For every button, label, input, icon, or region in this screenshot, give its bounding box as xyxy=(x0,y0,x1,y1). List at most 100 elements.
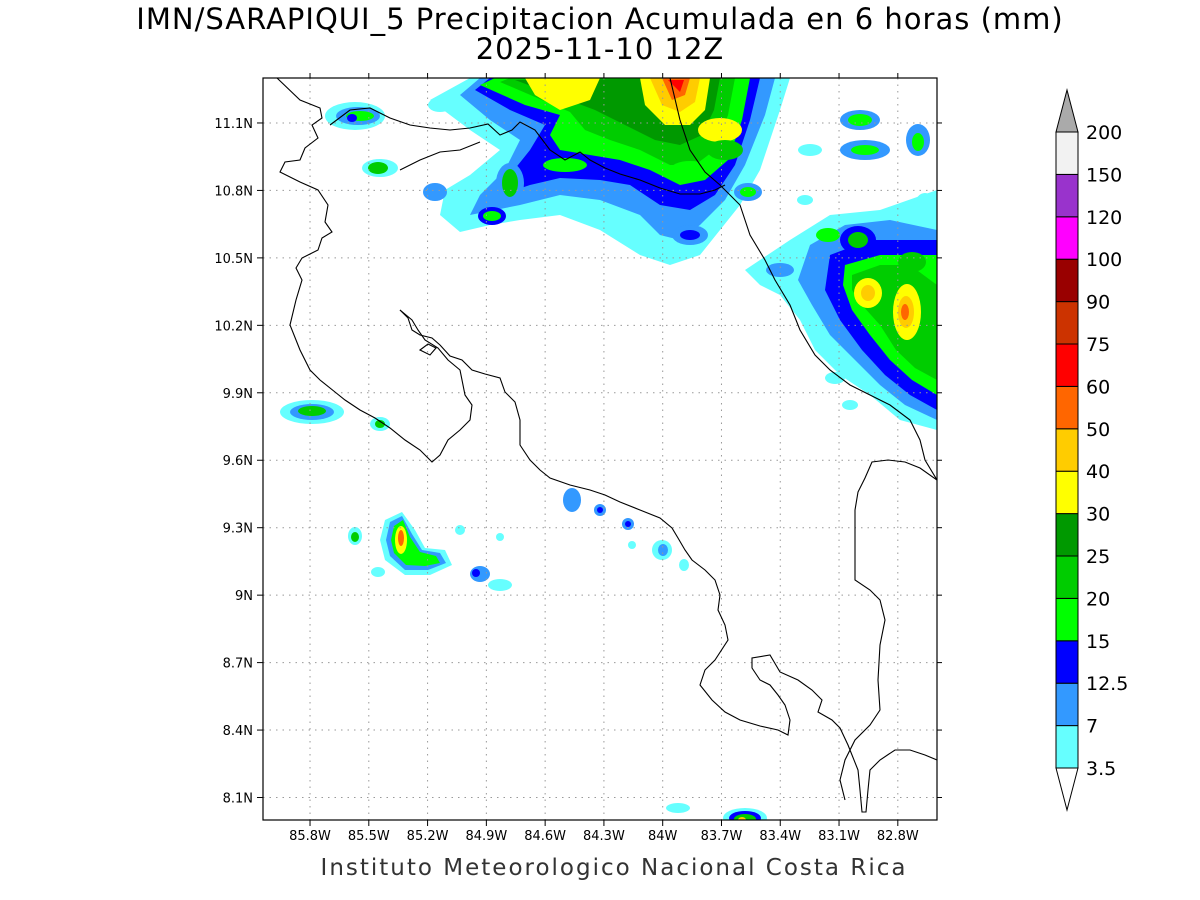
lat-tick-label: 8.4N xyxy=(223,724,253,739)
precip-cell xyxy=(628,541,636,549)
lat-lon-grid xyxy=(263,78,937,820)
precip-cell xyxy=(488,579,512,591)
colorbar-bin xyxy=(1055,385,1079,430)
precip-cell xyxy=(901,304,909,320)
precip-cell xyxy=(898,252,926,272)
precip-cell xyxy=(428,98,452,112)
colorbar-level-label: 25 xyxy=(1086,546,1110,568)
colorbar-level-label: 30 xyxy=(1086,504,1110,526)
lat-tick-label: 9N xyxy=(235,589,253,604)
colorbar-bin xyxy=(1055,216,1079,260)
precip-band-north xyxy=(525,78,600,110)
colorbar-level-label: 60 xyxy=(1086,376,1110,398)
precip-cell xyxy=(797,195,813,205)
precip-cell xyxy=(368,162,388,174)
colorbar-level-label: 12.5 xyxy=(1086,673,1128,695)
colorbar-over-triangle xyxy=(1055,88,1079,133)
lon-tick-label: 84.3W xyxy=(583,829,625,844)
precip-cell xyxy=(666,803,690,813)
lat-tick-label: 9.3N xyxy=(223,522,253,537)
precip-cell xyxy=(915,193,935,217)
colorbar-level-label: 200 xyxy=(1086,122,1122,144)
colorbar-bin xyxy=(1055,173,1079,218)
precip-cell xyxy=(597,507,603,513)
coastlines xyxy=(276,78,937,813)
precip-cell xyxy=(825,372,845,384)
precip-cell xyxy=(766,263,794,277)
lat-tick-label: 9.9N xyxy=(223,387,253,402)
colorbar-bin xyxy=(1055,470,1079,515)
precip-cell xyxy=(371,567,385,577)
precip-cell xyxy=(698,118,742,142)
lon-tick-label: 85.5W xyxy=(348,829,390,844)
lon-tick-label: 84.6W xyxy=(524,829,566,844)
colorbar-level-label: 50 xyxy=(1086,419,1110,441)
map-frame xyxy=(262,77,938,821)
precip-cell xyxy=(625,521,631,527)
precip-band-north xyxy=(668,80,684,92)
precip-cell xyxy=(861,285,875,301)
precip-cell xyxy=(848,114,872,126)
colorbar-bin xyxy=(1055,555,1079,599)
precip-cell xyxy=(738,817,746,820)
colorbar-bin xyxy=(1055,597,1079,642)
precip-cell xyxy=(848,232,868,248)
precip-cell xyxy=(298,406,326,416)
colorbar-bin xyxy=(1055,513,1079,557)
lon-tick-label: 83.4W xyxy=(759,829,801,844)
precip-cell xyxy=(912,133,924,151)
credit-footer: Instituto Meteorologico Nacional Costa R… xyxy=(320,855,908,881)
precip-cell xyxy=(707,140,743,160)
precip-cell xyxy=(423,183,447,201)
colorbar-bin xyxy=(1055,301,1079,345)
lon-tick-label: 85.2W xyxy=(407,829,449,844)
coastline-caribbean xyxy=(669,78,937,481)
lat-tick-label: 8.7N xyxy=(223,657,253,672)
precip-cell xyxy=(563,488,581,512)
colorbar-level-label: 20 xyxy=(1086,588,1110,610)
colorbar-bin xyxy=(1055,343,1079,387)
colorbar-level-label: 40 xyxy=(1086,461,1110,483)
longitude-axis: 85.8W 85.5W 85.2W 84.9W 84.6W 84.3W 84W 83.7W 83… xyxy=(289,73,919,844)
colorbar-bin xyxy=(1055,258,1079,303)
precip-cell xyxy=(816,228,840,242)
lat-tick-label: 8.1N xyxy=(223,792,253,807)
island-chira xyxy=(418,343,437,356)
colorbar-bin xyxy=(1055,640,1079,684)
lat-tick-label: 10.2N xyxy=(214,319,253,334)
colorbar-level-label: 120 xyxy=(1086,207,1122,229)
border-nicaragua xyxy=(399,141,481,171)
border-nicaragua xyxy=(329,107,726,195)
precip-cell xyxy=(502,169,518,197)
colorbar-bin xyxy=(1055,428,1079,472)
lon-tick-label: 83.1W xyxy=(818,829,860,844)
precip-cell xyxy=(851,145,879,155)
precip-cell xyxy=(740,187,756,197)
lon-tick-label: 84W xyxy=(648,829,678,844)
precip-cell xyxy=(455,525,465,535)
lat-tick-label: 9.6N xyxy=(223,454,253,469)
border-panama xyxy=(839,459,937,801)
colorbar-level-label: 100 xyxy=(1086,249,1122,271)
precip-cell xyxy=(680,230,700,240)
lon-tick-label: 85.8W xyxy=(289,829,331,844)
precip-cell xyxy=(543,158,587,172)
precip-cell xyxy=(679,559,689,571)
precip-cell xyxy=(842,400,858,410)
precip-band-north xyxy=(662,78,690,100)
colorbar-level-label: 75 xyxy=(1086,334,1110,356)
colorbar-bin xyxy=(1055,682,1079,727)
lat-tick-label: 11.1N xyxy=(214,117,253,132)
colorbar-level-label: 15 xyxy=(1086,631,1110,653)
precip-cell xyxy=(496,533,504,541)
lat-tick-label: 10.5N xyxy=(214,252,253,267)
colorbar-level-label: 3.5 xyxy=(1086,758,1116,780)
precipitation-field xyxy=(280,78,937,820)
colorbar-bin xyxy=(1055,725,1079,769)
precip-cell xyxy=(472,569,480,577)
coastline-west xyxy=(276,78,473,463)
precip-cell xyxy=(347,114,357,122)
precip-cell xyxy=(658,544,668,556)
precip-cell xyxy=(375,420,385,428)
